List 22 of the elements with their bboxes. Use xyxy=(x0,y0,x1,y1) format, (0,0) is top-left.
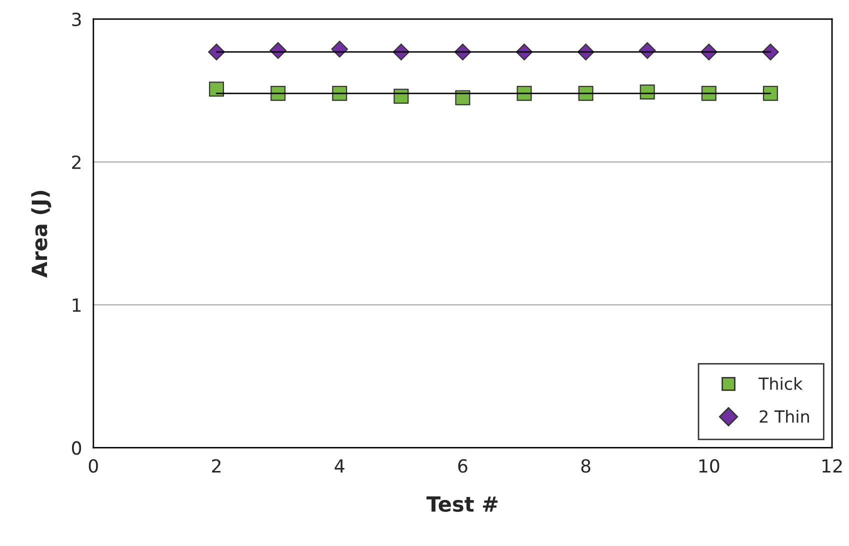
x-tick-label: 2 xyxy=(212,459,220,473)
y-tick-label: 2 xyxy=(72,155,80,169)
x-tick-label: 4 xyxy=(334,459,344,473)
y-tick-label: 1 xyxy=(72,298,81,312)
legend-label: Thick xyxy=(758,377,803,390)
point xyxy=(331,40,348,58)
y-axis-title: Area (J) xyxy=(31,190,52,278)
y-tick-label: 0 xyxy=(72,441,82,455)
point xyxy=(270,42,286,59)
x-axis-title: Test # xyxy=(426,496,498,512)
point xyxy=(208,82,224,97)
point xyxy=(638,42,656,59)
x-tick-label: 10 xyxy=(699,459,720,473)
x-tick-label: 6 xyxy=(458,459,468,473)
point xyxy=(208,44,225,60)
legend-label: 2 Thin xyxy=(760,410,809,423)
x-tick-label: 12 xyxy=(822,459,842,473)
y-tick-label: 3 xyxy=(72,12,81,26)
x-tick-label: 0 xyxy=(88,459,98,473)
point xyxy=(762,44,779,60)
point xyxy=(762,86,778,101)
x-tick-label: 8 xyxy=(581,459,590,473)
